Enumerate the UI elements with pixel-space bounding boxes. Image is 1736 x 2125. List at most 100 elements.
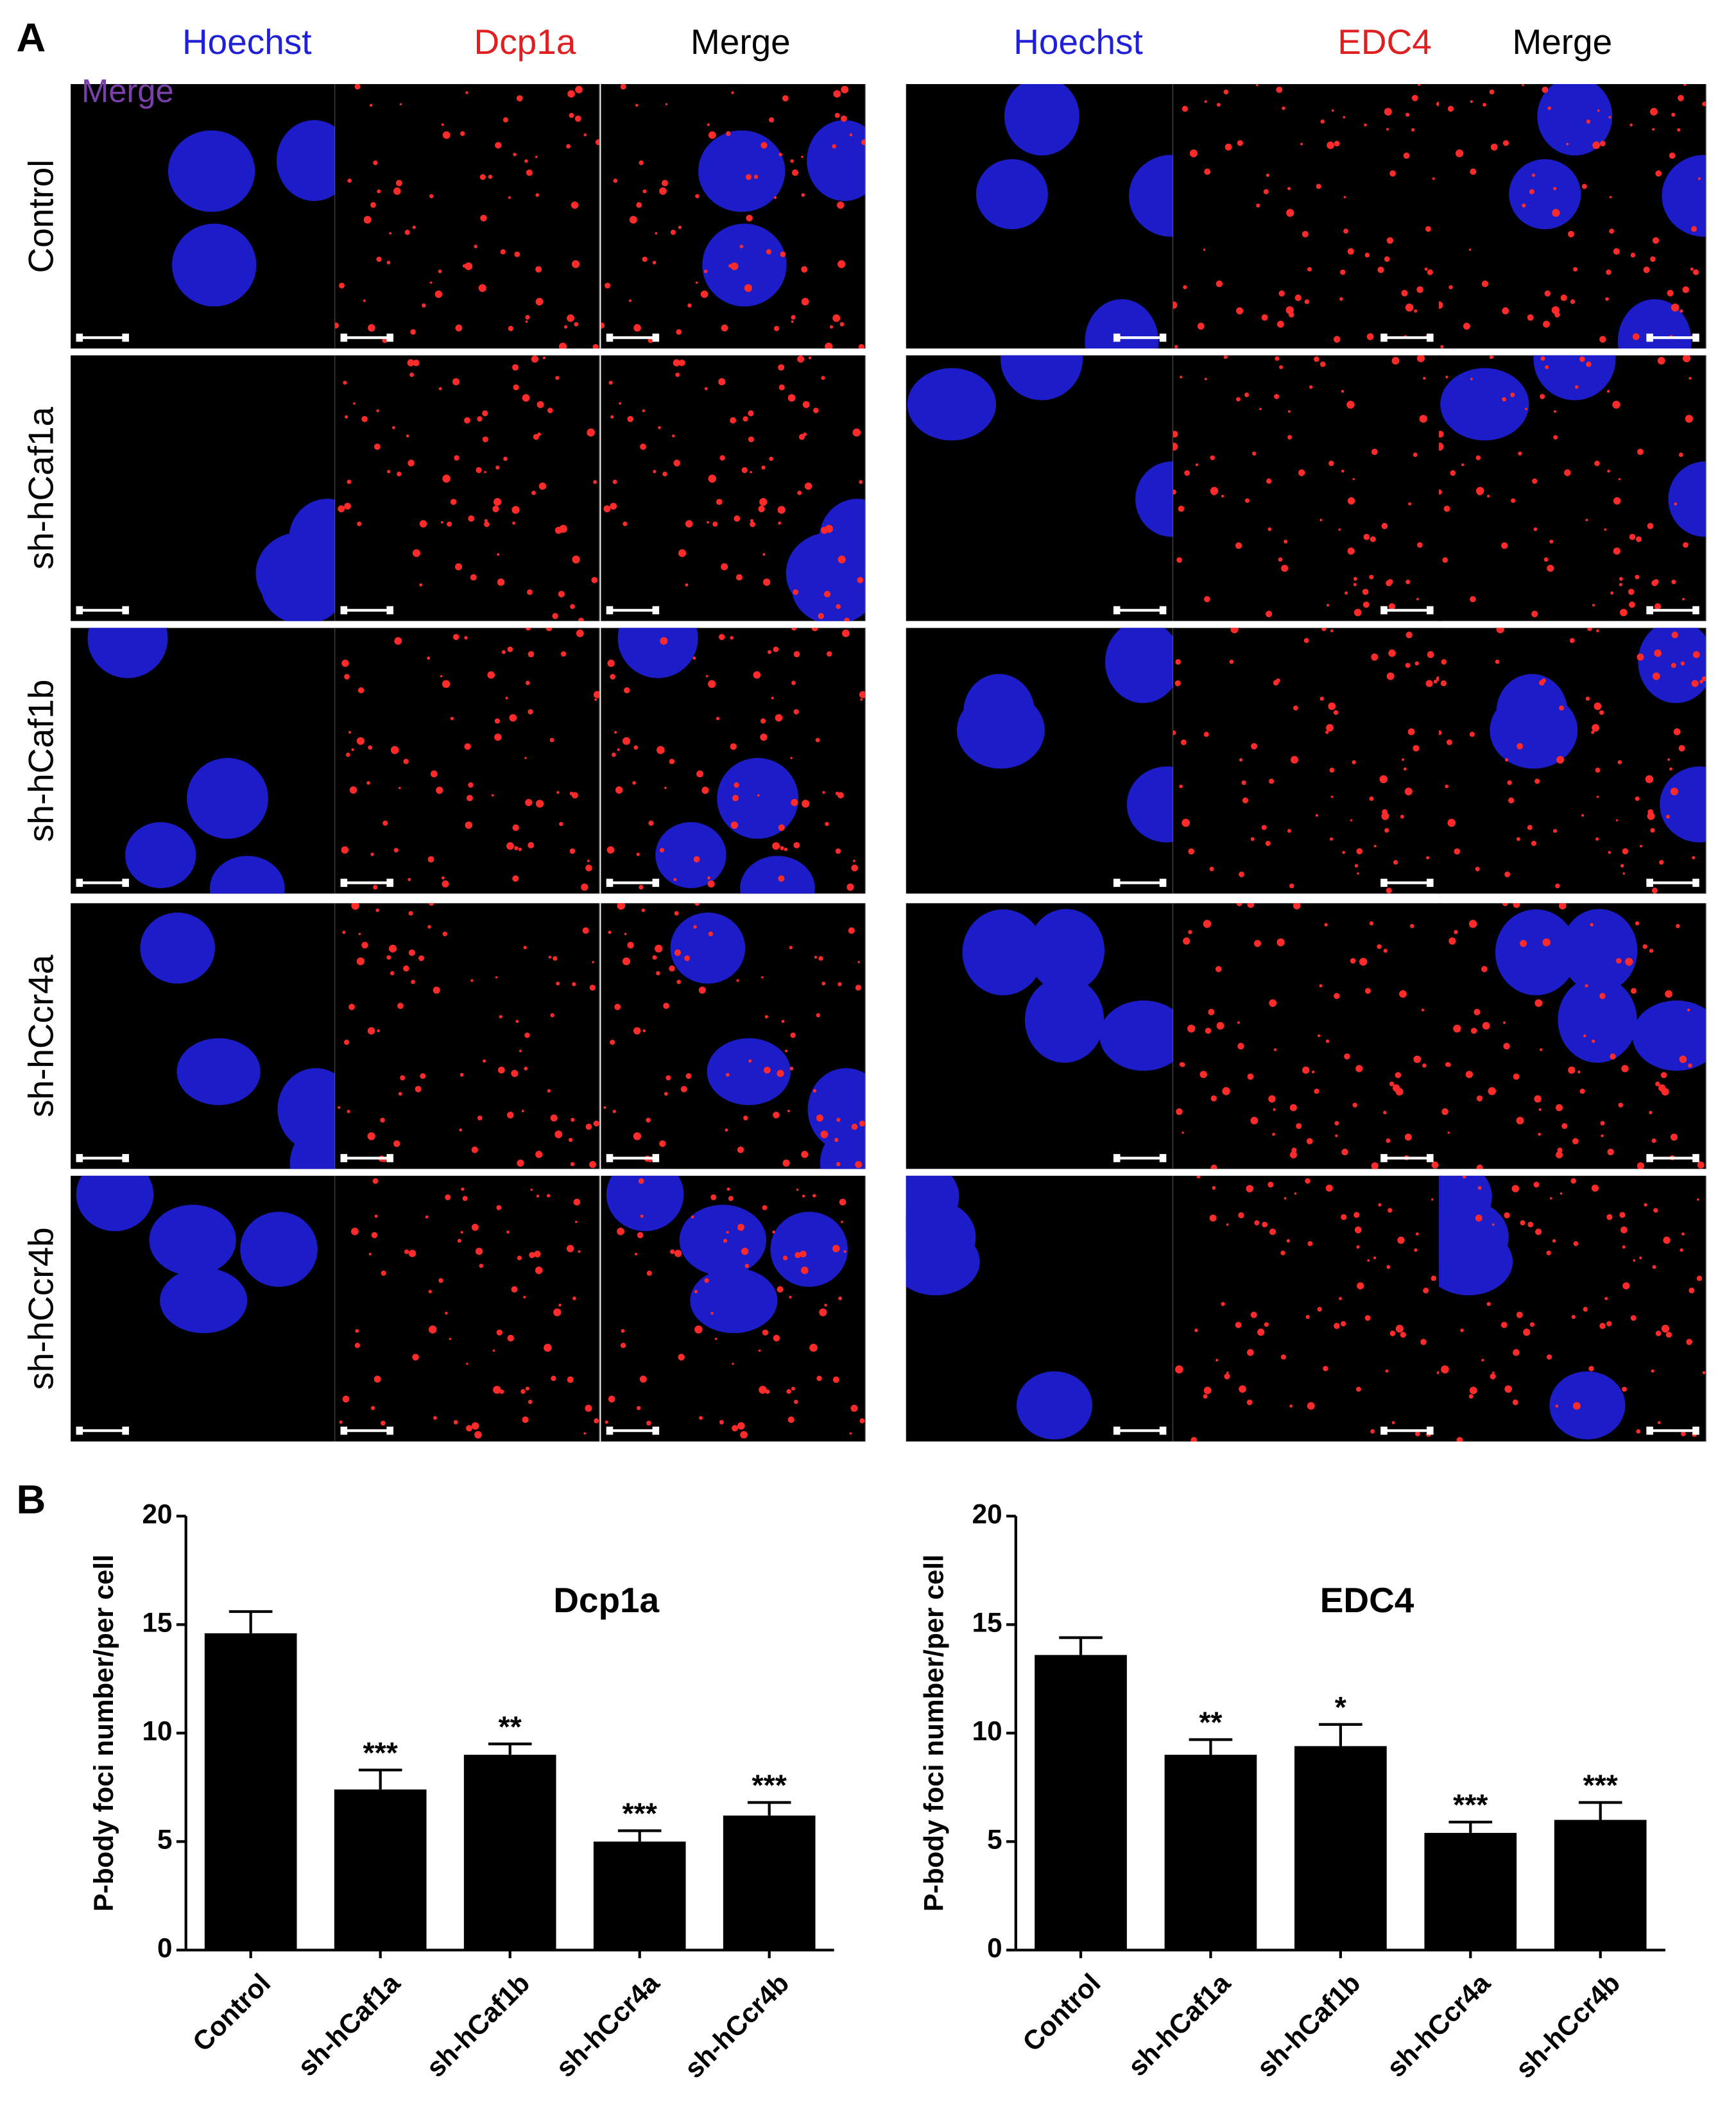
focus	[404, 229, 410, 236]
focus	[833, 90, 841, 98]
focus	[534, 1250, 541, 1258]
focus	[832, 314, 841, 322]
focus	[377, 1029, 380, 1033]
focus	[370, 202, 376, 208]
focus	[361, 942, 368, 949]
focus	[1570, 1178, 1576, 1184]
focus	[678, 549, 687, 557]
focus	[855, 1161, 863, 1168]
nucleus	[907, 368, 997, 441]
focus	[571, 792, 578, 799]
focus	[1327, 604, 1329, 607]
focus	[594, 1418, 599, 1424]
focus	[1425, 680, 1433, 687]
focus	[1591, 730, 1595, 734]
focus	[1671, 662, 1676, 668]
focus	[1639, 845, 1642, 848]
focus	[842, 629, 850, 637]
micrograph	[1439, 1175, 1706, 1442]
focus	[1404, 787, 1413, 796]
focus	[670, 1249, 675, 1254]
focus	[793, 709, 799, 715]
focus	[471, 1223, 479, 1231]
focus	[701, 786, 709, 795]
focus	[1447, 1131, 1450, 1134]
focus	[852, 859, 855, 863]
micrograph	[71, 355, 336, 621]
micrograph-bg	[1173, 1175, 1441, 1442]
focus	[1369, 796, 1374, 801]
focus	[1691, 680, 1699, 687]
focus	[1504, 1385, 1512, 1393]
focus	[1476, 1164, 1483, 1169]
focus	[1307, 1241, 1313, 1246]
focus	[1605, 297, 1609, 301]
focus	[725, 1072, 730, 1077]
focus	[1516, 1117, 1524, 1124]
focus	[1210, 1164, 1217, 1169]
focus	[1352, 760, 1356, 764]
focus	[393, 1140, 400, 1148]
x-tick-label: sh-hCcr4b	[678, 1968, 795, 2084]
focus	[354, 84, 361, 90]
focus	[1276, 320, 1284, 328]
focus	[522, 394, 530, 402]
nucleus	[655, 822, 726, 888]
micrograph	[1439, 628, 1706, 894]
focus	[1224, 1373, 1230, 1380]
focus	[1386, 128, 1389, 131]
scale-bar-end	[606, 879, 614, 887]
focus	[528, 709, 533, 715]
focus	[1507, 780, 1512, 786]
focus	[1225, 356, 1228, 359]
focus	[1592, 1039, 1595, 1044]
focus	[1302, 1066, 1310, 1074]
focus	[1523, 1329, 1531, 1336]
focus	[556, 981, 560, 986]
focus	[734, 515, 741, 522]
focus	[1622, 848, 1629, 855]
focus	[1320, 119, 1325, 124]
y-tick-label: 20	[142, 1499, 173, 1529]
focus	[1642, 944, 1647, 949]
focus	[1470, 1028, 1477, 1034]
focus	[374, 1214, 378, 1218]
focus	[342, 931, 346, 934]
focus	[1547, 564, 1554, 572]
focus	[1625, 958, 1633, 966]
focus	[1460, 1329, 1464, 1332]
nucleus	[962, 909, 1044, 995]
focus	[1284, 1197, 1287, 1200]
focus	[524, 1067, 528, 1071]
focus	[782, 1255, 788, 1260]
nucleus	[1085, 299, 1159, 349]
focus	[462, 1196, 468, 1201]
focus	[1276, 678, 1280, 683]
focus	[1303, 638, 1309, 643]
focus	[789, 1296, 792, 1299]
focus	[1250, 1311, 1257, 1318]
focus	[392, 426, 395, 429]
nucleus	[690, 1268, 778, 1334]
nucleus	[176, 1038, 261, 1105]
focus	[1383, 949, 1388, 953]
focus	[380, 1117, 385, 1123]
focus	[1173, 442, 1178, 451]
scale-bar-end	[1646, 606, 1653, 615]
focus	[1500, 1321, 1508, 1329]
focus	[1342, 850, 1346, 854]
focus	[571, 1117, 575, 1122]
focus	[695, 194, 700, 198]
focus	[484, 521, 490, 528]
focus	[1693, 269, 1699, 275]
focus	[526, 169, 533, 176]
focus	[1203, 1394, 1208, 1399]
focus	[509, 714, 517, 722]
focus	[703, 269, 708, 273]
focus	[1556, 755, 1565, 764]
focus	[1373, 1256, 1377, 1260]
focus	[527, 589, 533, 595]
focus	[1697, 177, 1701, 180]
focus	[1263, 189, 1269, 194]
nucleus	[1549, 1371, 1626, 1440]
